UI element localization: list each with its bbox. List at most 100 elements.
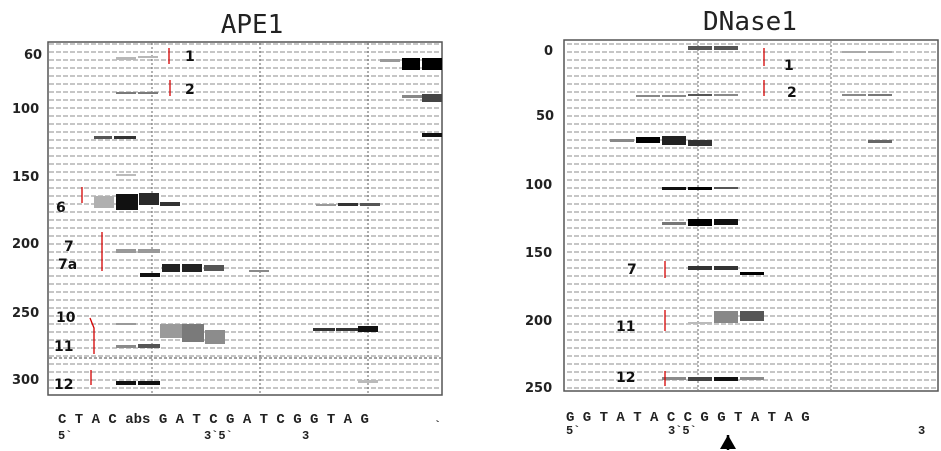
gel-band <box>662 136 686 145</box>
gel-band <box>138 381 160 385</box>
gel-band <box>688 140 712 146</box>
ape1-ytick: 300 <box>12 373 39 388</box>
gel-band <box>338 203 358 206</box>
gel-band <box>94 196 114 208</box>
gel-band <box>360 203 380 206</box>
gel-band <box>688 219 712 226</box>
gel-band <box>116 249 136 253</box>
ape1-gel-grid <box>49 43 441 394</box>
gel-band <box>662 95 686 97</box>
gel-band <box>162 264 180 272</box>
gel-band <box>402 58 420 70</box>
dnase1-panel: DNase1 0 50 100 150 200 250 <box>525 7 939 450</box>
ape1-sequence-mark: 3`5` <box>204 429 233 443</box>
gel-band <box>336 328 358 331</box>
ape1-sequence-mark: ` <box>434 419 441 433</box>
gel-band <box>140 273 160 277</box>
band-label: 1 <box>185 49 195 65</box>
gel-band <box>116 323 136 325</box>
gel-band <box>116 381 136 385</box>
gel-band <box>138 56 158 58</box>
dnase1-ytick: 150 <box>525 246 552 261</box>
gel-band <box>714 46 738 50</box>
gel-band <box>662 222 686 225</box>
ape1-sequence-mark: 5` <box>58 429 72 443</box>
dnase1-sequence-mark: 5` <box>566 424 580 438</box>
band-label: 10 <box>56 310 76 326</box>
ape1-red-markers <box>81 48 171 385</box>
ape1-ytick: 60 <box>24 48 42 63</box>
dnase1-sequence-mark: 3 <box>918 424 925 438</box>
band-label: 11 <box>54 339 73 355</box>
gel-band <box>662 187 686 190</box>
gel-band <box>138 344 160 348</box>
ape1-ytick: 100 <box>12 102 39 117</box>
gel-band <box>116 345 136 348</box>
gel-band <box>182 324 204 342</box>
gel-band <box>313 328 335 331</box>
band-label: 2 <box>787 85 797 101</box>
gel-band <box>610 139 634 142</box>
dnase1-sequence: G G T A T A C C G G T A T A G <box>566 410 810 426</box>
gel-band <box>249 270 269 272</box>
gel-band <box>688 377 712 381</box>
ape1-ytick: 250 <box>12 306 39 321</box>
gel-band <box>842 94 866 96</box>
band-label: 2 <box>185 82 195 98</box>
ape1-ytick: 150 <box>12 170 39 185</box>
gel-band <box>316 204 336 206</box>
dnase1-ytick: 200 <box>525 314 552 329</box>
ape1-panel: APE1 60 100 150 200 250 300 <box>12 10 443 443</box>
band-label: 7 <box>627 262 637 278</box>
gel-band <box>160 324 182 338</box>
gel-band <box>205 330 225 344</box>
gel-band <box>116 92 136 94</box>
band-label: 7 <box>64 239 74 255</box>
gel-band <box>402 95 422 98</box>
dnase1-gel-grid <box>565 41 937 390</box>
gel-band <box>714 311 738 323</box>
gel-band <box>868 94 892 96</box>
gel-band <box>422 58 442 70</box>
ape1-ytick: 200 <box>12 237 39 252</box>
gel-band <box>688 266 712 270</box>
gel-band <box>636 137 660 143</box>
band-label: 11 <box>616 319 635 335</box>
dnase1-ytick: 50 <box>536 109 554 124</box>
gel-band <box>842 51 866 53</box>
band-label: 12 <box>54 377 73 393</box>
gel-band <box>868 140 892 143</box>
ape1-sequence: C T A C abs G A T C G A T C G G T A G <box>58 412 369 428</box>
gel-band <box>740 377 764 380</box>
gel-band <box>688 187 712 190</box>
gel-band <box>688 322 712 324</box>
gel-band <box>688 94 712 96</box>
gel-band <box>116 57 136 60</box>
gel-band <box>182 264 202 272</box>
gel-band <box>422 133 442 137</box>
gel-band <box>380 59 400 62</box>
gel-band <box>422 94 442 102</box>
gel-band <box>740 311 764 321</box>
gel-band <box>114 136 136 139</box>
gel-band <box>116 174 136 176</box>
up-arrow-icon <box>720 435 736 450</box>
dnase1-ytick: 0 <box>544 44 553 59</box>
gel-band <box>139 193 159 205</box>
gel-band <box>868 51 892 53</box>
band-label: 1 <box>784 58 794 74</box>
ape1-title: APE1 <box>221 10 284 40</box>
gel-band <box>358 326 378 332</box>
dnase1-ytick: 250 <box>525 381 552 396</box>
dnase1-sequence-mark: 3`5` <box>668 424 697 438</box>
dnase1-title: DNase1 <box>703 7 797 37</box>
gel-band <box>636 95 660 97</box>
gel-band <box>714 266 738 270</box>
band-label: 6 <box>56 200 66 216</box>
band-label: 7a <box>58 257 77 273</box>
gel-band <box>204 265 224 271</box>
gel-band <box>688 46 712 50</box>
ape1-bands <box>94 56 442 385</box>
ape1-sequence-mark: 3 <box>302 429 309 443</box>
